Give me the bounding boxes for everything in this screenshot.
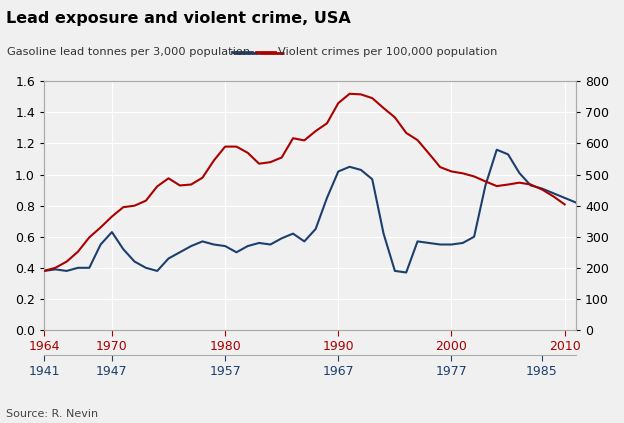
- Text: Gasoline lead tonnes per 3,000 population: Gasoline lead tonnes per 3,000 populatio…: [7, 47, 251, 58]
- Text: Source: R. Nevin: Source: R. Nevin: [6, 409, 99, 419]
- Text: Lead exposure and violent crime, USA: Lead exposure and violent crime, USA: [6, 11, 351, 25]
- Text: Violent crimes per 100,000 population: Violent crimes per 100,000 population: [278, 47, 497, 58]
